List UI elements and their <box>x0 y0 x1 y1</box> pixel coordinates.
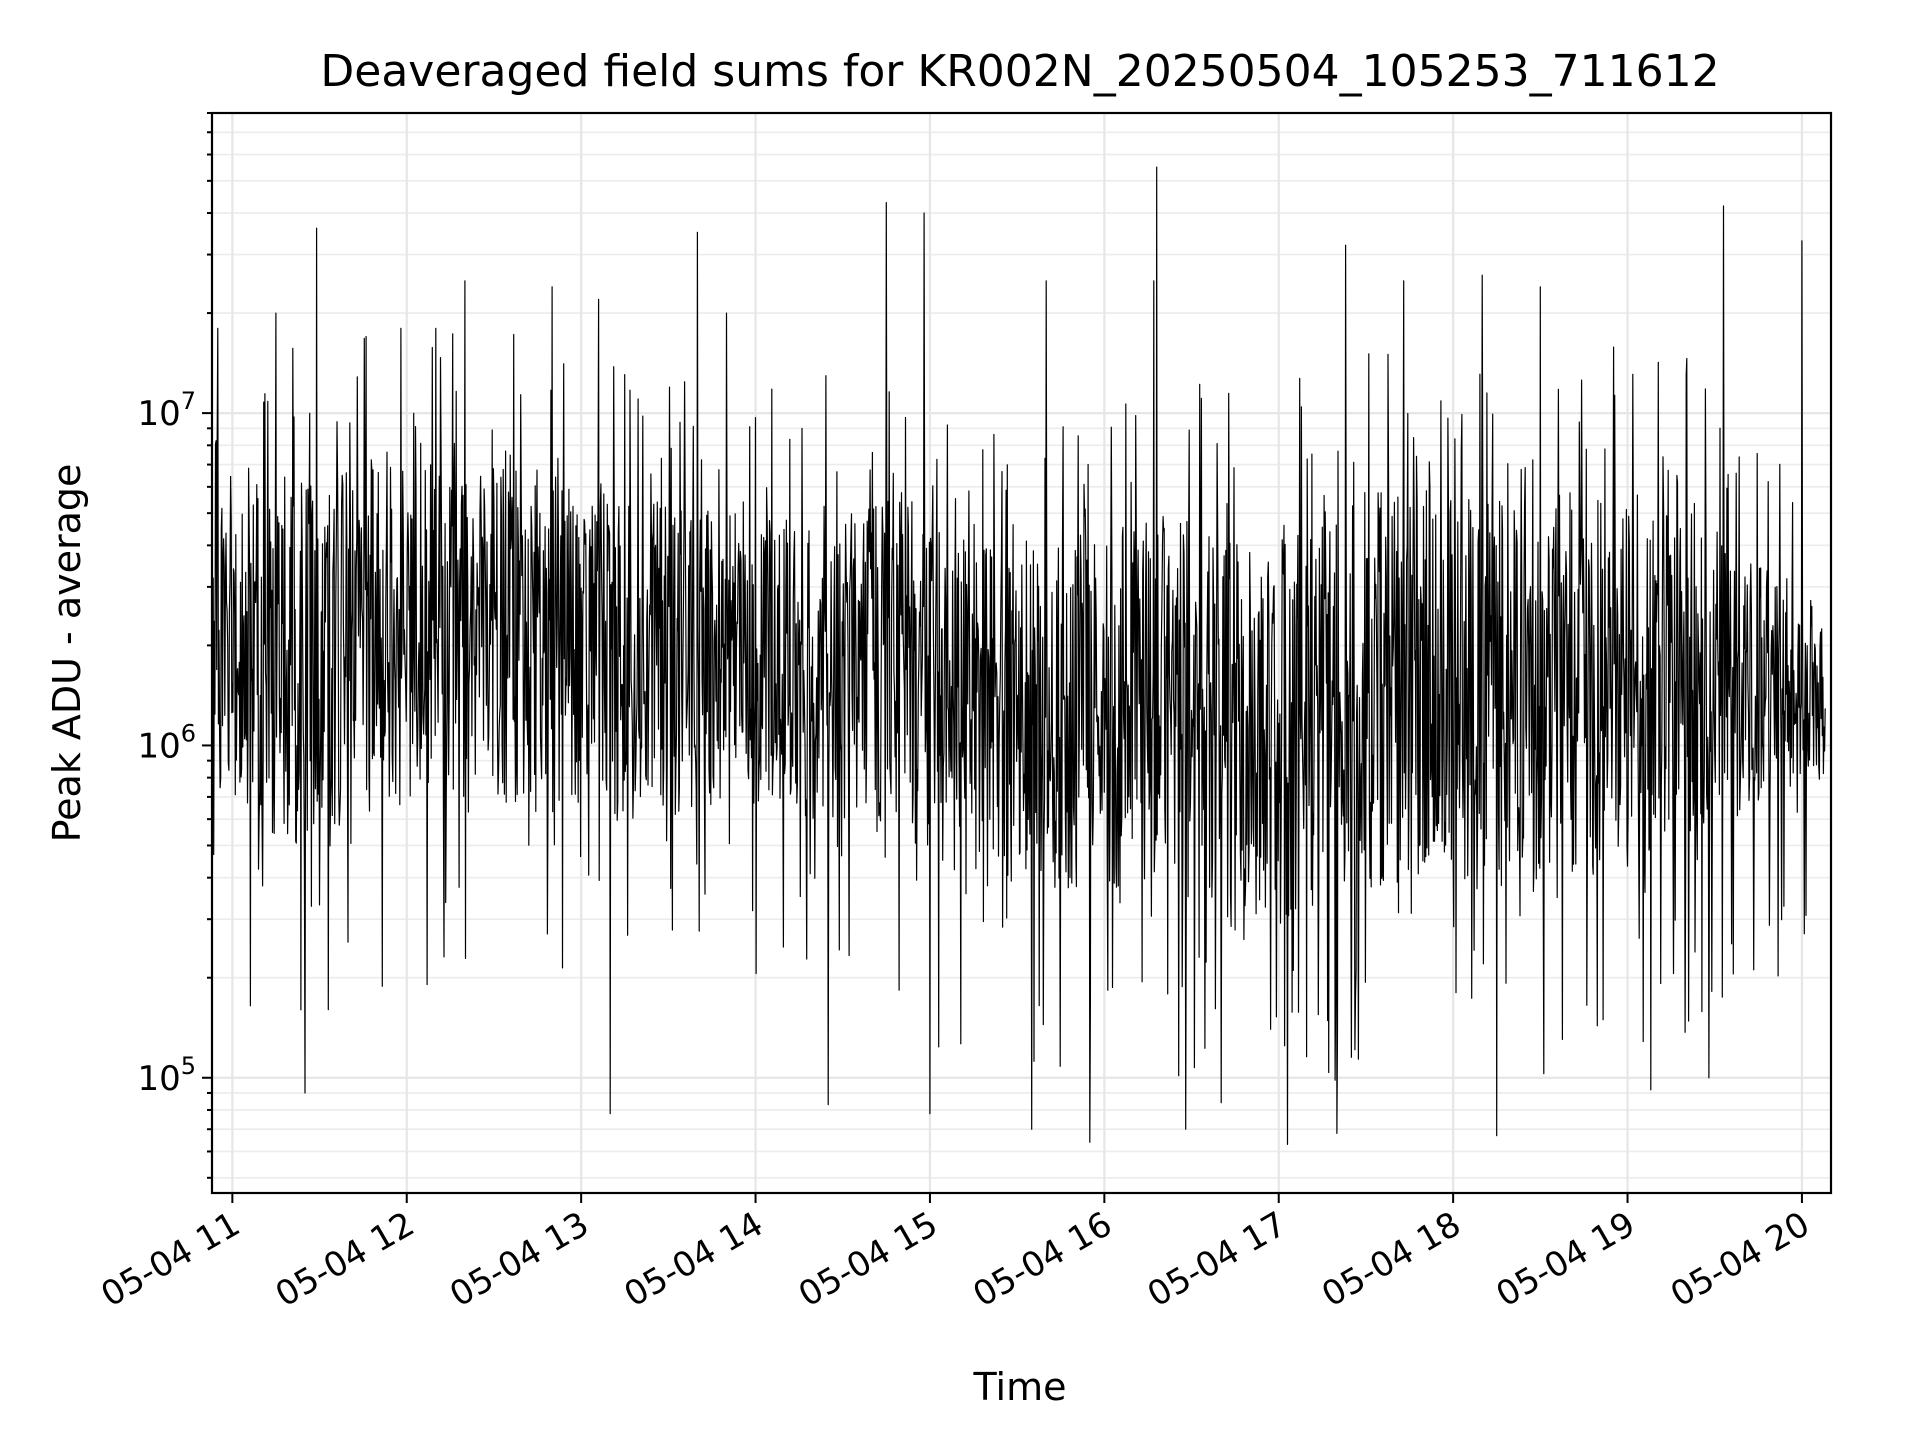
x-tick-label: 05-04 13 <box>443 1204 595 1315</box>
y-tick-label: 107 <box>137 387 196 434</box>
y-tick-label: 105 <box>137 1052 196 1099</box>
x-axis: 05-04 11 05-04 12 05-04 13 05-04 14 05-04 15… <box>94 1193 1816 1315</box>
chart-title: Deaveraged field sums for KR002N_2025050… <box>320 46 1719 97</box>
x-tick-label: 05-04 16 <box>966 1204 1118 1315</box>
plot-frame <box>210 111 1833 1195</box>
x-tick-label: 05-04 17 <box>1141 1204 1293 1315</box>
x-tick-label: 05-04 14 <box>618 1204 770 1315</box>
x-tick-label: 05-04 12 <box>269 1204 421 1315</box>
x-tick-label: 05-04 18 <box>1315 1204 1467 1315</box>
data-series-line <box>211 166 1826 1145</box>
x-tick-label: 05-04 11 <box>94 1204 246 1315</box>
y-axis: 105 106 107 <box>137 112 212 1179</box>
x-tick-label: 05-04 20 <box>1664 1204 1816 1315</box>
x-tick-label: 05-04 19 <box>1490 1204 1642 1315</box>
y-tick-label: 106 <box>137 719 196 766</box>
y-axis-label: Peak ADU - average <box>45 464 89 843</box>
x-axis-label: Time <box>973 1365 1067 1409</box>
x-tick-label: 05-04 15 <box>792 1204 944 1315</box>
